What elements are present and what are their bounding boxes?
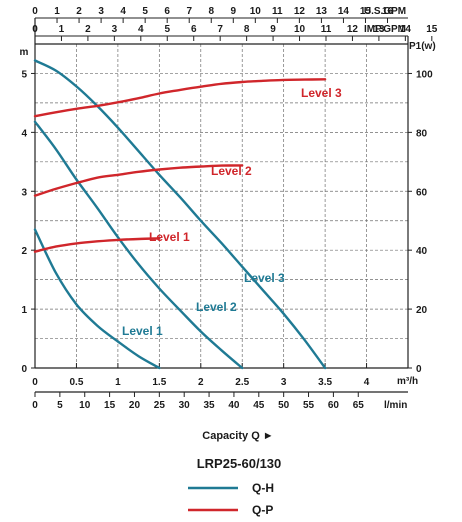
x-unit-m3h: m³/h <box>397 376 418 387</box>
top-scale-tick-label: 6 <box>191 24 197 35</box>
top-scale-tick-label: 2 <box>76 6 82 17</box>
x-tick-label-m3h: 1 <box>115 377 121 388</box>
top-scale-tick-label: 10 <box>250 6 262 17</box>
top-scale-tick-label: 12 <box>294 6 306 17</box>
top-scale-tick-label: 0 <box>32 6 38 17</box>
x-tick-label-lmin: 65 <box>353 400 365 411</box>
top-scale-tick-label: 4 <box>120 6 126 17</box>
x-tick-label-m3h: 0 <box>32 377 38 388</box>
x-tick-label-lmin: 60 <box>328 400 340 411</box>
top-scale-tick-label: 13 <box>373 24 385 35</box>
x-tick-label-lmin: 10 <box>79 400 91 411</box>
x-tick-label-m3h: 4 <box>364 377 370 388</box>
y-tick-label-right: 20 <box>416 305 428 316</box>
top-scale-tick-label: 15 <box>426 24 438 35</box>
x-unit-lmin: l/min <box>384 400 407 411</box>
y-axis-label-left: m <box>20 47 29 58</box>
y-tick-label-right: 60 <box>416 187 428 198</box>
x-tick-label-m3h: 3 <box>281 377 287 388</box>
x-tick-label-m3h: 2.5 <box>235 377 249 388</box>
curve-label-q-p-level-2: Level 2 <box>211 164 252 178</box>
chart-title: LRP25-60/130 <box>197 456 282 471</box>
top-scale-tick-label: 1 <box>59 24 65 35</box>
y-tick-label-right: 80 <box>416 128 428 139</box>
top-scale-tick-label: 16 <box>382 6 394 17</box>
x-tick-label-lmin: 35 <box>204 400 216 411</box>
y-tick-label-left: 1 <box>21 305 27 316</box>
qh-curve-level-2 <box>33 120 244 370</box>
top-scale-tick-label: 2 <box>85 24 91 35</box>
qp-curve-level-2 <box>33 164 244 197</box>
curve-label-q-h-level-3: Level 3 <box>244 271 285 285</box>
y-axis-label-right: P1(w) <box>409 41 436 52</box>
x-tick-label-lmin: 15 <box>104 400 116 411</box>
curve-label-q-h-level-1: Level 1 <box>122 324 163 338</box>
x-tick-label-m3h: 1.5 <box>152 377 166 388</box>
x-tick-label-lmin: 40 <box>228 400 240 411</box>
top-scale-unit: IMP.GPM <box>364 24 406 35</box>
x-tick-label-lmin: 30 <box>179 400 191 411</box>
top-scale-tick-label: 3 <box>98 6 104 17</box>
top-scale-tick-label: 5 <box>164 24 170 35</box>
y-tick-label-right: 0 <box>416 364 422 375</box>
top-scale-tick-label: 8 <box>208 6 214 17</box>
top-scale-tick-label: 14 <box>338 6 350 17</box>
top-scale-tick-label: 7 <box>217 24 223 35</box>
y-tick-label-left: 0 <box>21 364 27 375</box>
legend-label-q-h: Q-H <box>252 481 274 495</box>
y-tick-label-left: 3 <box>21 187 27 198</box>
top-scale-tick-label: 9 <box>231 6 237 17</box>
y-tick-label-left: 5 <box>21 69 27 80</box>
qh-curve-level-3 <box>33 59 327 370</box>
top-scale-tick-label: 12 <box>347 24 359 35</box>
top-scale-tick-label: 11 <box>321 24 332 35</box>
top-scale-tick-label: 14 <box>400 24 412 35</box>
y-tick-label-left: 4 <box>21 128 27 139</box>
y-tick-label-right: 40 <box>416 246 428 257</box>
y-tick-label-left: 2 <box>21 246 27 257</box>
top-scale-tick-label: 13 <box>316 6 328 17</box>
grid <box>35 44 408 368</box>
x-tick-label-lmin: 5 <box>57 400 63 411</box>
x-tick-label-lmin: 55 <box>303 400 315 411</box>
x-tick-label-m3h: 2 <box>198 377 204 388</box>
top-scale-tick-label: 3 <box>112 24 118 35</box>
top-scale-tick-label: 0 <box>32 24 38 35</box>
curve-label-q-p-level-3: Level 3 <box>301 86 342 100</box>
x-tick-label-lmin: 20 <box>129 400 141 411</box>
top-scale-tick-label: 8 <box>244 24 250 35</box>
x-tick-label-lmin: 25 <box>154 400 166 411</box>
y-tick-label-right: 100 <box>416 69 433 80</box>
x-tick-label-m3h: 0.5 <box>69 377 83 388</box>
axes <box>31 17 433 397</box>
qp-curve-level-3 <box>33 78 327 118</box>
x-tick-label-m3h: 3.5 <box>318 377 332 388</box>
x-tick-label-lmin: 0 <box>32 400 38 411</box>
top-scale-tick-label: 6 <box>164 6 170 17</box>
top-scale-tick-label: 5 <box>142 6 148 17</box>
qp-curve-level-1 <box>33 237 161 253</box>
top-scale-tick-label: 4 <box>138 24 144 35</box>
top-scale-tick-label: 15 <box>360 6 372 17</box>
curve-label-q-h-level-2: Level 2 <box>196 300 237 314</box>
x-tick-label-lmin: 50 <box>278 400 290 411</box>
x-tick-label-lmin: 45 <box>253 400 265 411</box>
top-scale-tick-label: 10 <box>294 24 306 35</box>
top-scale-tick-label: 1 <box>54 6 60 17</box>
x-axis-caption: Capacity Q ► <box>202 430 273 442</box>
legend-label-q-p: Q-P <box>252 503 273 517</box>
curve-label-q-p-level-1: Level 1 <box>149 230 190 244</box>
top-scale-tick-label: 11 <box>272 6 283 17</box>
curves <box>33 59 327 370</box>
top-scale-unit: U.S.GPM <box>364 6 406 17</box>
top-scale-tick-label: 7 <box>186 6 192 17</box>
qh-curve-level-1 <box>33 228 161 370</box>
top-scale-tick-label: 9 <box>270 24 276 35</box>
